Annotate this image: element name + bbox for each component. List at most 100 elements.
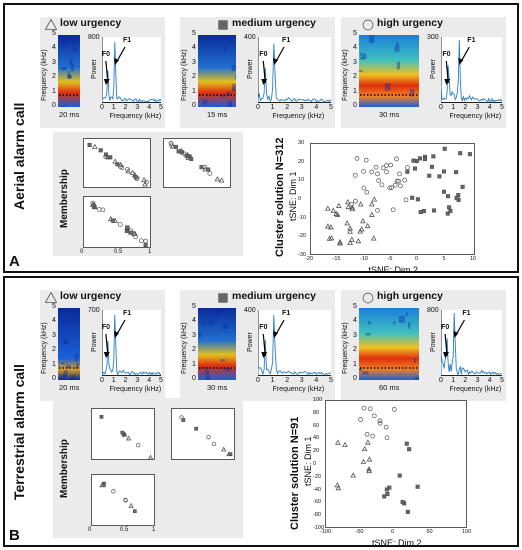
spec-ytick: 1 bbox=[353, 360, 357, 368]
tsne-point bbox=[366, 467, 372, 474]
spec-ytick: 0 bbox=[52, 375, 56, 382]
membership-label: Membership bbox=[59, 169, 70, 228]
tsne-point bbox=[446, 194, 451, 199]
membership-point bbox=[141, 176, 147, 183]
triangle-symbol bbox=[44, 18, 58, 30]
tsne-point bbox=[421, 209, 426, 214]
tsne-point bbox=[350, 472, 357, 478]
power-xtick: 5 bbox=[159, 104, 163, 111]
tsne-xtick: 100 bbox=[462, 529, 472, 535]
membership-plot bbox=[83, 196, 151, 248]
power-xtick: 0 bbox=[100, 104, 104, 111]
spec-ytick: 5 bbox=[353, 303, 357, 310]
tsne-point bbox=[454, 196, 459, 201]
tsne-point bbox=[330, 207, 337, 213]
triangle-icon bbox=[44, 291, 58, 303]
tsne-point bbox=[385, 492, 390, 497]
power-spectrum-line bbox=[441, 312, 502, 376]
tsne-point bbox=[460, 184, 465, 189]
panel-letter: A bbox=[9, 253, 20, 270]
tsne-point bbox=[398, 183, 403, 189]
membership-point bbox=[91, 143, 98, 149]
f0-label: F0 bbox=[101, 51, 111, 58]
power-xtick: 4 bbox=[147, 377, 152, 384]
duration-label: 20 ms bbox=[59, 383, 80, 392]
tsne-point bbox=[363, 157, 369, 163]
tsne-point bbox=[377, 418, 383, 424]
membership-xtick: 1 bbox=[148, 249, 152, 255]
tsne-scatter bbox=[310, 143, 475, 255]
tsne-point bbox=[405, 165, 410, 170]
panel-letter: B bbox=[9, 527, 20, 544]
tsne-point bbox=[370, 235, 377, 241]
tsne-point bbox=[415, 197, 420, 202]
membership-point bbox=[194, 426, 198, 431]
power-xtick: 2 bbox=[285, 377, 290, 384]
membership-point bbox=[138, 238, 144, 244]
spec-ytick: 2 bbox=[52, 73, 56, 81]
spec-ylabel: Frequency (kHz) bbox=[181, 322, 188, 374]
membership-plot bbox=[91, 408, 155, 460]
square-symbol bbox=[218, 20, 228, 30]
tsne-ytick: -30 bbox=[298, 252, 306, 258]
tsne-point bbox=[391, 407, 397, 412]
power-xtick: 4 bbox=[487, 104, 492, 111]
membership-point bbox=[105, 155, 110, 160]
category-label: medium urgency bbox=[232, 290, 317, 302]
power-xtick: 1 bbox=[111, 377, 116, 384]
tsne-point bbox=[375, 207, 380, 213]
membership-point bbox=[87, 142, 92, 147]
tsne-point bbox=[441, 169, 446, 174]
tsne-ytick: 30 bbox=[298, 140, 305, 146]
power-xtick: 2 bbox=[285, 104, 290, 111]
membership-plot bbox=[163, 138, 231, 188]
membership-point bbox=[117, 161, 124, 167]
category-panel-1: medium urgency 0 1 2 3 4 5 Frequency (kHz) 30 ms… bbox=[180, 290, 335, 401]
tsne-xtick: 50 bbox=[426, 529, 433, 535]
tsne-point bbox=[355, 238, 362, 244]
power-ymax: 800 bbox=[427, 307, 439, 314]
spec-ytick: 1 bbox=[192, 360, 196, 368]
f1-label: F1 bbox=[282, 310, 291, 317]
power-spectrum-line bbox=[441, 39, 502, 103]
membership-point bbox=[228, 452, 233, 457]
membership-point bbox=[128, 502, 134, 508]
circle-icon bbox=[362, 19, 374, 31]
power-xtick: 3 bbox=[135, 104, 140, 111]
power-xlabel: Frequency (kHz) bbox=[272, 113, 325, 120]
power-xtick: 0 bbox=[439, 377, 443, 384]
membership-point bbox=[98, 148, 103, 153]
power-xtick: 4 bbox=[487, 377, 492, 384]
membership-point bbox=[125, 167, 130, 172]
spec-ytick: 1 bbox=[353, 87, 357, 95]
tsne-point bbox=[361, 445, 368, 452]
spec-ytick: 1 bbox=[192, 87, 196, 95]
tsne-point bbox=[360, 218, 366, 224]
tsne-point bbox=[422, 157, 427, 162]
power-ymax: 400 bbox=[244, 307, 256, 314]
power-label: Power bbox=[430, 332, 437, 352]
tsne-point bbox=[344, 220, 351, 226]
power-spectrum-line bbox=[102, 314, 161, 376]
membership-point bbox=[111, 489, 116, 494]
membership-point bbox=[214, 176, 221, 182]
spec-ytick: 1 bbox=[52, 360, 56, 368]
tsne-point bbox=[403, 197, 409, 203]
tsne-point bbox=[364, 431, 370, 437]
tsne-point bbox=[394, 156, 400, 162]
category-panel-1: medium urgency 0 1 2 3 4 5 Frequency (kHz) 15 ms… bbox=[180, 17, 335, 128]
tsne-point bbox=[387, 485, 392, 490]
power-ymax: 700 bbox=[88, 307, 100, 314]
power-spectrum-line bbox=[102, 42, 161, 103]
membership-point bbox=[218, 177, 225, 183]
tsne-xtick: -50 bbox=[355, 529, 364, 535]
spec-ylabel: Frequency (kHz) bbox=[342, 322, 349, 374]
category-panel-0: low urgency 0 1 2 3 4 5 Frequency (kHz) 20 ms F0 F… bbox=[40, 17, 165, 128]
tsne-point bbox=[353, 198, 358, 204]
tsne-point bbox=[371, 196, 378, 202]
spec-ytick: 4 bbox=[52, 44, 56, 52]
power-label: Power bbox=[247, 59, 254, 79]
tsne-ytick: -40 bbox=[313, 486, 321, 493]
tsne-point bbox=[396, 178, 401, 184]
power-label: Power bbox=[247, 332, 254, 352]
